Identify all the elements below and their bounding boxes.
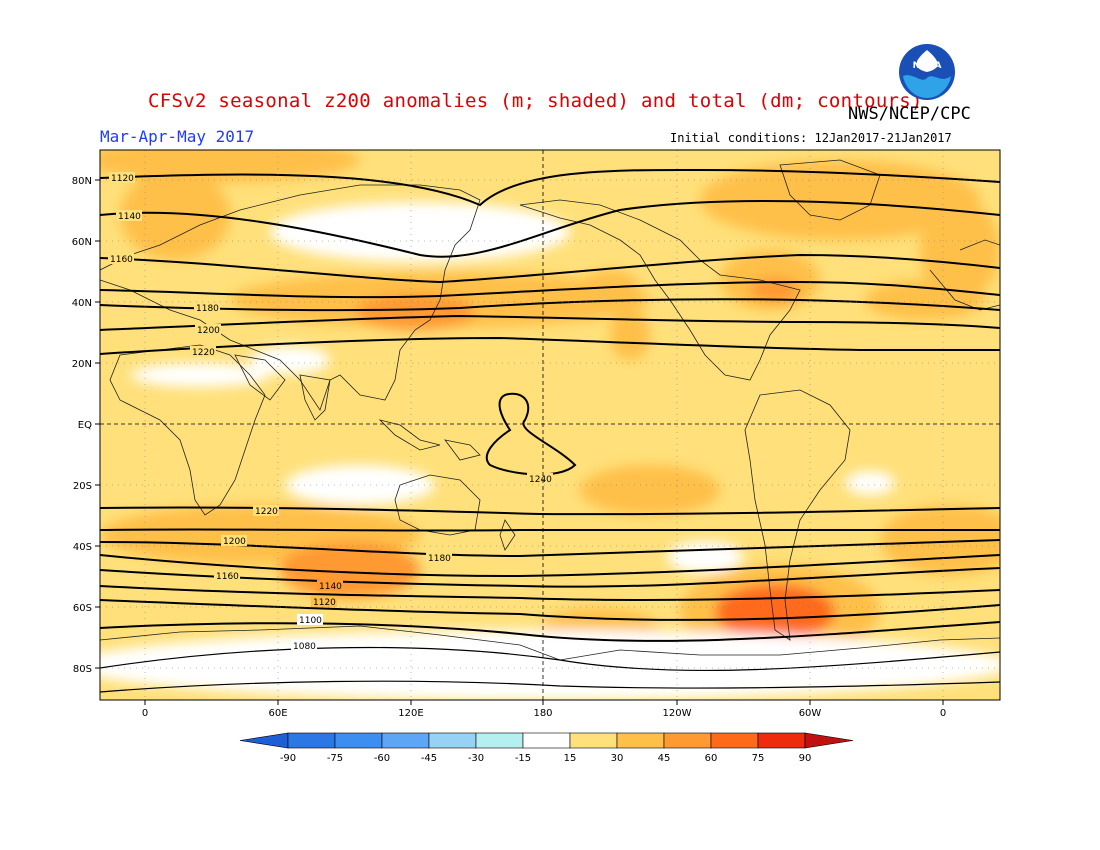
lat-label: 80S	[73, 664, 92, 675]
colorbar-tick-label: 15	[564, 753, 577, 764]
lon-label: 180	[533, 708, 552, 719]
lon-label: 120W	[663, 708, 692, 719]
forecast-period: Mar-Apr-May 2017	[100, 127, 255, 146]
lat-label: 80N	[72, 176, 92, 187]
contour-label: 1160	[110, 255, 133, 265]
contour-label: 1080	[293, 642, 316, 652]
lon-label: 0	[142, 708, 148, 719]
colorbar-tick-label: 30	[611, 753, 624, 764]
colorbar-tick-label: 45	[658, 753, 671, 764]
lon-label: 120E	[398, 708, 423, 719]
contour-label: 1100	[299, 616, 322, 626]
colorbar-arrow-right	[804, 732, 854, 749]
lon-label: 0	[940, 708, 946, 719]
colorbar-tick-label: -45	[421, 753, 437, 764]
lat-label: 60S	[73, 603, 92, 614]
lat-label: 40N	[72, 298, 92, 309]
colorbar-swatch	[569, 732, 618, 749]
colorbar-tick-label: -60	[374, 753, 390, 764]
colorbar-swatch	[522, 732, 571, 749]
map-frame	[99, 149, 1001, 701]
contour-label: 1220	[192, 348, 215, 358]
reference-lines	[100, 150, 1000, 700]
lat-ticks	[95, 179, 100, 669]
contour-label: 1220	[255, 507, 278, 517]
colorbar-tick-label: -15	[515, 753, 531, 764]
colorbar-swatch	[663, 732, 712, 749]
contour-label: 1120	[313, 598, 336, 608]
lon-ticks	[144, 700, 944, 705]
colorbar: -90 -75 -60 -45 -30 -15 15 30 45 60 75 90	[239, 732, 854, 764]
colorbar-tick-label: -75	[327, 753, 343, 764]
lat-label: 40S	[73, 542, 92, 553]
contour-label: 1180	[196, 304, 219, 314]
lat-labels: 80N 60N 40N 20N EQ 20S 40S 60S 80S	[72, 176, 92, 675]
lon-label: 60E	[268, 708, 287, 719]
colorbar-swatch	[287, 732, 336, 749]
colorbar-swatch	[710, 732, 759, 749]
height-contours	[100, 168, 1000, 642]
colorbar-tick-label: 60	[705, 753, 718, 764]
contour-label: 1240	[529, 475, 552, 485]
noaa-logo-text: NOAA	[913, 61, 942, 71]
contour-label: 1120	[111, 174, 134, 184]
colorbar-tick-label: -30	[468, 753, 484, 764]
colorbar-tick-label: -90	[280, 753, 296, 764]
colorbar-swatch	[616, 732, 665, 749]
colorbar-arrow-left	[239, 732, 289, 749]
colorbar-swatch	[334, 732, 383, 749]
colorbar-tick-label: 90	[799, 753, 812, 764]
map-title: CFSv2 seasonal z200 anomalies (m; shaded…	[148, 90, 923, 112]
lat-label: EQ	[78, 420, 92, 431]
agency-label: NWS/NCEP/CPC	[848, 104, 971, 124]
contour-labels: 1120 1140 1160 1180 1200 1220 1240 1220 …	[108, 172, 553, 652]
lon-label: 60W	[799, 708, 822, 719]
lat-label: 20N	[72, 359, 92, 370]
lat-label: 20S	[73, 481, 92, 492]
noaa-logo-icon: NOAA	[899, 44, 955, 100]
contour-label: 1180	[428, 554, 451, 564]
contour-label: 1140	[319, 582, 342, 592]
initial-conditions: Initial conditions: 12Jan2017-21Jan2017	[670, 131, 952, 145]
contour-label: 1200	[223, 537, 246, 547]
height-contours-thin	[100, 646, 1000, 693]
colorbar-tick-label: 75	[752, 753, 765, 764]
colorbar-swatch	[757, 732, 806, 749]
grid	[100, 150, 1000, 700]
contour-label: 1200	[197, 326, 220, 336]
colorbar-swatch	[381, 732, 430, 749]
colorbar-swatch	[475, 732, 524, 749]
contour-label: 1160	[216, 572, 239, 582]
colorbar-swatch	[428, 732, 477, 749]
lat-label: 60N	[72, 237, 92, 248]
lon-labels: 0 60E 120E 180 120W 60W 0	[142, 708, 946, 719]
contour-label: 1140	[118, 212, 141, 222]
